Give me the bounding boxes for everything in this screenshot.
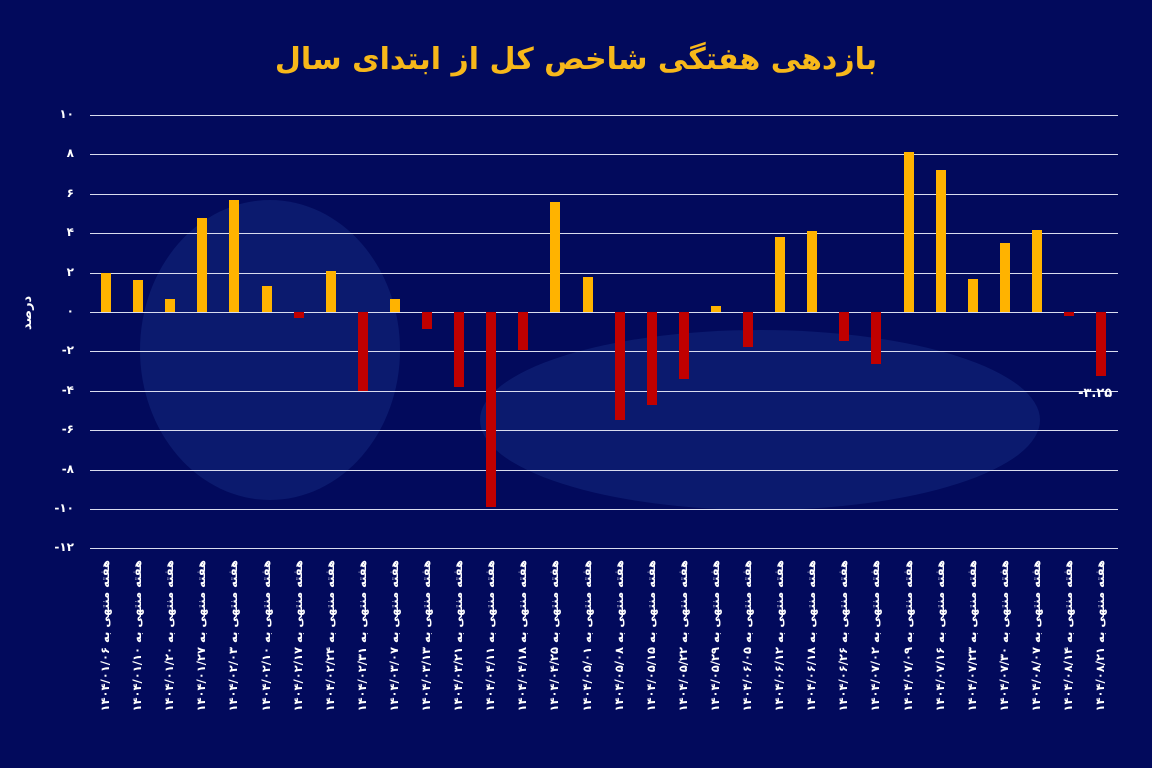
bar	[967, 279, 978, 312]
bar	[389, 299, 400, 312]
x-tick-label: هفته منتهی به ۱۴۰۴/۰۸/۲۱	[1093, 560, 1108, 712]
bar	[293, 312, 304, 318]
bar	[935, 170, 946, 312]
x-tick-label: هفته منتهی به ۱۴۰۴/۰۶/۲۶	[836, 560, 851, 712]
x-tick-label: هفته منتهی به ۱۴۰۴/۰۷/۰۲	[868, 560, 883, 712]
x-tick-label: هفته منتهی به ۱۴۰۴/۰۱/۲۷	[194, 560, 209, 712]
bar	[903, 152, 914, 312]
x-tick-label: هفته منتهی به ۱۴۰۴/۰۵/۲۹	[707, 560, 722, 712]
bar	[550, 201, 561, 312]
y-tick-label: -۲	[61, 343, 74, 358]
gridline	[90, 312, 1118, 313]
x-tick-label: هفته منتهی به ۱۴۰۴/۰۵/۱۵	[643, 560, 658, 712]
y-tick-label: -۴	[61, 382, 74, 397]
x-tick-label: هفته منتهی به ۱۴۰۴/۰۴/۱۱	[483, 560, 498, 712]
bar	[775, 237, 786, 312]
chart-title: بازدهی هفتگی شاخص کل از ابتدای سال	[274, 42, 878, 77]
y-tick-label: ۶	[66, 185, 74, 200]
bar	[165, 299, 176, 312]
bar	[1096, 312, 1107, 377]
bar	[101, 272, 111, 312]
gridline	[90, 193, 1118, 195]
bar	[357, 312, 368, 391]
x-tick-label: هفته منتهی به ۱۴۰۴/۰۶/۱۲	[772, 560, 787, 712]
x-tick-label: هفته منتهی به ۱۴۰۴/۰۱/۰۶	[98, 560, 112, 712]
bar	[422, 312, 432, 329]
x-tick-label: هفته منتهی به ۱۴۰۴/۰۳/۱۳	[419, 560, 433, 712]
plot-area: هفته منتهی به ۱۴۰۴/۰۱/۰۶ هفته منتهی به ۱۴…	[90, 0, 1118, 768]
bar	[133, 280, 144, 312]
bar	[486, 312, 497, 508]
gridline	[90, 351, 1118, 353]
x-tick-label: هفته منتهی به ۱۴۰۴/۰۷/۳۰	[996, 560, 1011, 712]
gridline	[90, 548, 1118, 550]
x-tick-label: هفته منتهی به ۱۴۰۴/۰۳/۰۷	[386, 560, 401, 712]
x-tick-label: هفته منتهی به ۱۴۰۴/۰۲/۳۱	[354, 560, 369, 712]
y-tick-label: ۲	[66, 264, 74, 279]
x-tick-label: هفته منتهی به ۱۴۰۴/۰۸/۰۷	[1028, 560, 1043, 712]
gridline	[90, 154, 1118, 156]
gridline	[90, 115, 1118, 116]
x-tick-label: هفته منتهی به ۱۴۰۴/۰۳/۲۱	[451, 560, 466, 712]
gridline	[90, 509, 1118, 510]
gridline	[90, 469, 1118, 471]
x-tick-label: هفته منتهی به ۱۴۰۴/۰۴/۲۵	[547, 560, 562, 712]
gridline	[90, 430, 1118, 432]
gridline	[90, 272, 1118, 274]
bar	[518, 312, 529, 351]
x-tick-label: هفته منتهی به ۱۴۰۴/۰۵/۰۸	[611, 560, 626, 712]
bar	[197, 218, 208, 312]
x-tick-label: هفته منتهی به ۱۴۰۴/۰۱/۱۰	[130, 560, 145, 712]
bar	[646, 312, 657, 405]
x-tick-label: هفته منتهی به ۱۴۰۴/۰۸/۱۴	[1061, 560, 1075, 712]
x-tick-label: هفته منتهی به ۱۴۰۴/۰۱/۲۰	[162, 560, 177, 712]
y-tick-label: -۸	[61, 461, 74, 476]
bar	[454, 312, 465, 387]
x-tick-label: هفته منتهی به ۱۴۰۴/۰۷/۰۹	[900, 560, 915, 712]
value-annotation: -۳.۲۵	[1078, 386, 1113, 402]
bar	[871, 312, 882, 365]
bar	[710, 306, 721, 312]
y-tick-label: ۱۰	[59, 107, 74, 121]
y-tick-label: -۶	[61, 422, 74, 437]
x-tick-label: هفته منتهی به ۱۴۰۴/۰۷/۱۶	[932, 560, 947, 712]
x-tick-label: هفته منتهی به ۱۴۰۴/۰۷/۲۳	[964, 560, 979, 712]
bar	[614, 312, 625, 421]
x-tick-label: هفته منتهی به ۱۴۰۴/۰۲/۱۷	[290, 560, 305, 712]
bar	[325, 270, 336, 312]
y-tick-label: ۰	[66, 304, 74, 318]
x-tick-label: هفته منتهی به ۱۴۰۴/۰۵/۰۱	[579, 560, 594, 712]
x-tick-label: هفته منتهی به ۱۴۰۴/۰۶/۰۵	[740, 560, 754, 712]
gridline	[90, 233, 1118, 235]
bar	[1064, 312, 1074, 316]
bar	[582, 276, 593, 312]
x-tick-label: هفته منتهی به ۱۴۰۴/۰۲/۱۰	[258, 560, 273, 712]
y-tick-label: -۱۲	[54, 540, 74, 555]
x-tick-label: هفته منتهی به ۱۴۰۴/۰۵/۲۲	[675, 560, 690, 712]
gridline	[90, 390, 1118, 392]
bar	[743, 312, 753, 348]
bar	[229, 199, 240, 312]
x-tick-label: هفته منتهی به ۱۴۰۴/۰۲/۲۴	[322, 560, 337, 712]
bar	[678, 312, 689, 379]
y-tick-label: -۱۰	[54, 501, 74, 515]
bar	[807, 231, 818, 312]
bar	[839, 312, 850, 341]
x-tick-label: هفته منتهی به ۱۴۰۴/۰۶/۱۸	[804, 560, 819, 712]
y-tick-label: ۴	[66, 225, 74, 240]
x-tick-label: هفته منتهی به ۱۴۰۴/۰۲/۰۳	[226, 560, 241, 712]
y-tick-label: ۸	[66, 146, 74, 161]
bar	[999, 243, 1010, 312]
y-axis-label: درصد	[20, 295, 35, 330]
bar	[1031, 230, 1042, 312]
x-tick-label: هفته منتهی به ۱۴۰۴/۰۴/۱۸	[515, 560, 530, 712]
bar	[261, 286, 272, 312]
